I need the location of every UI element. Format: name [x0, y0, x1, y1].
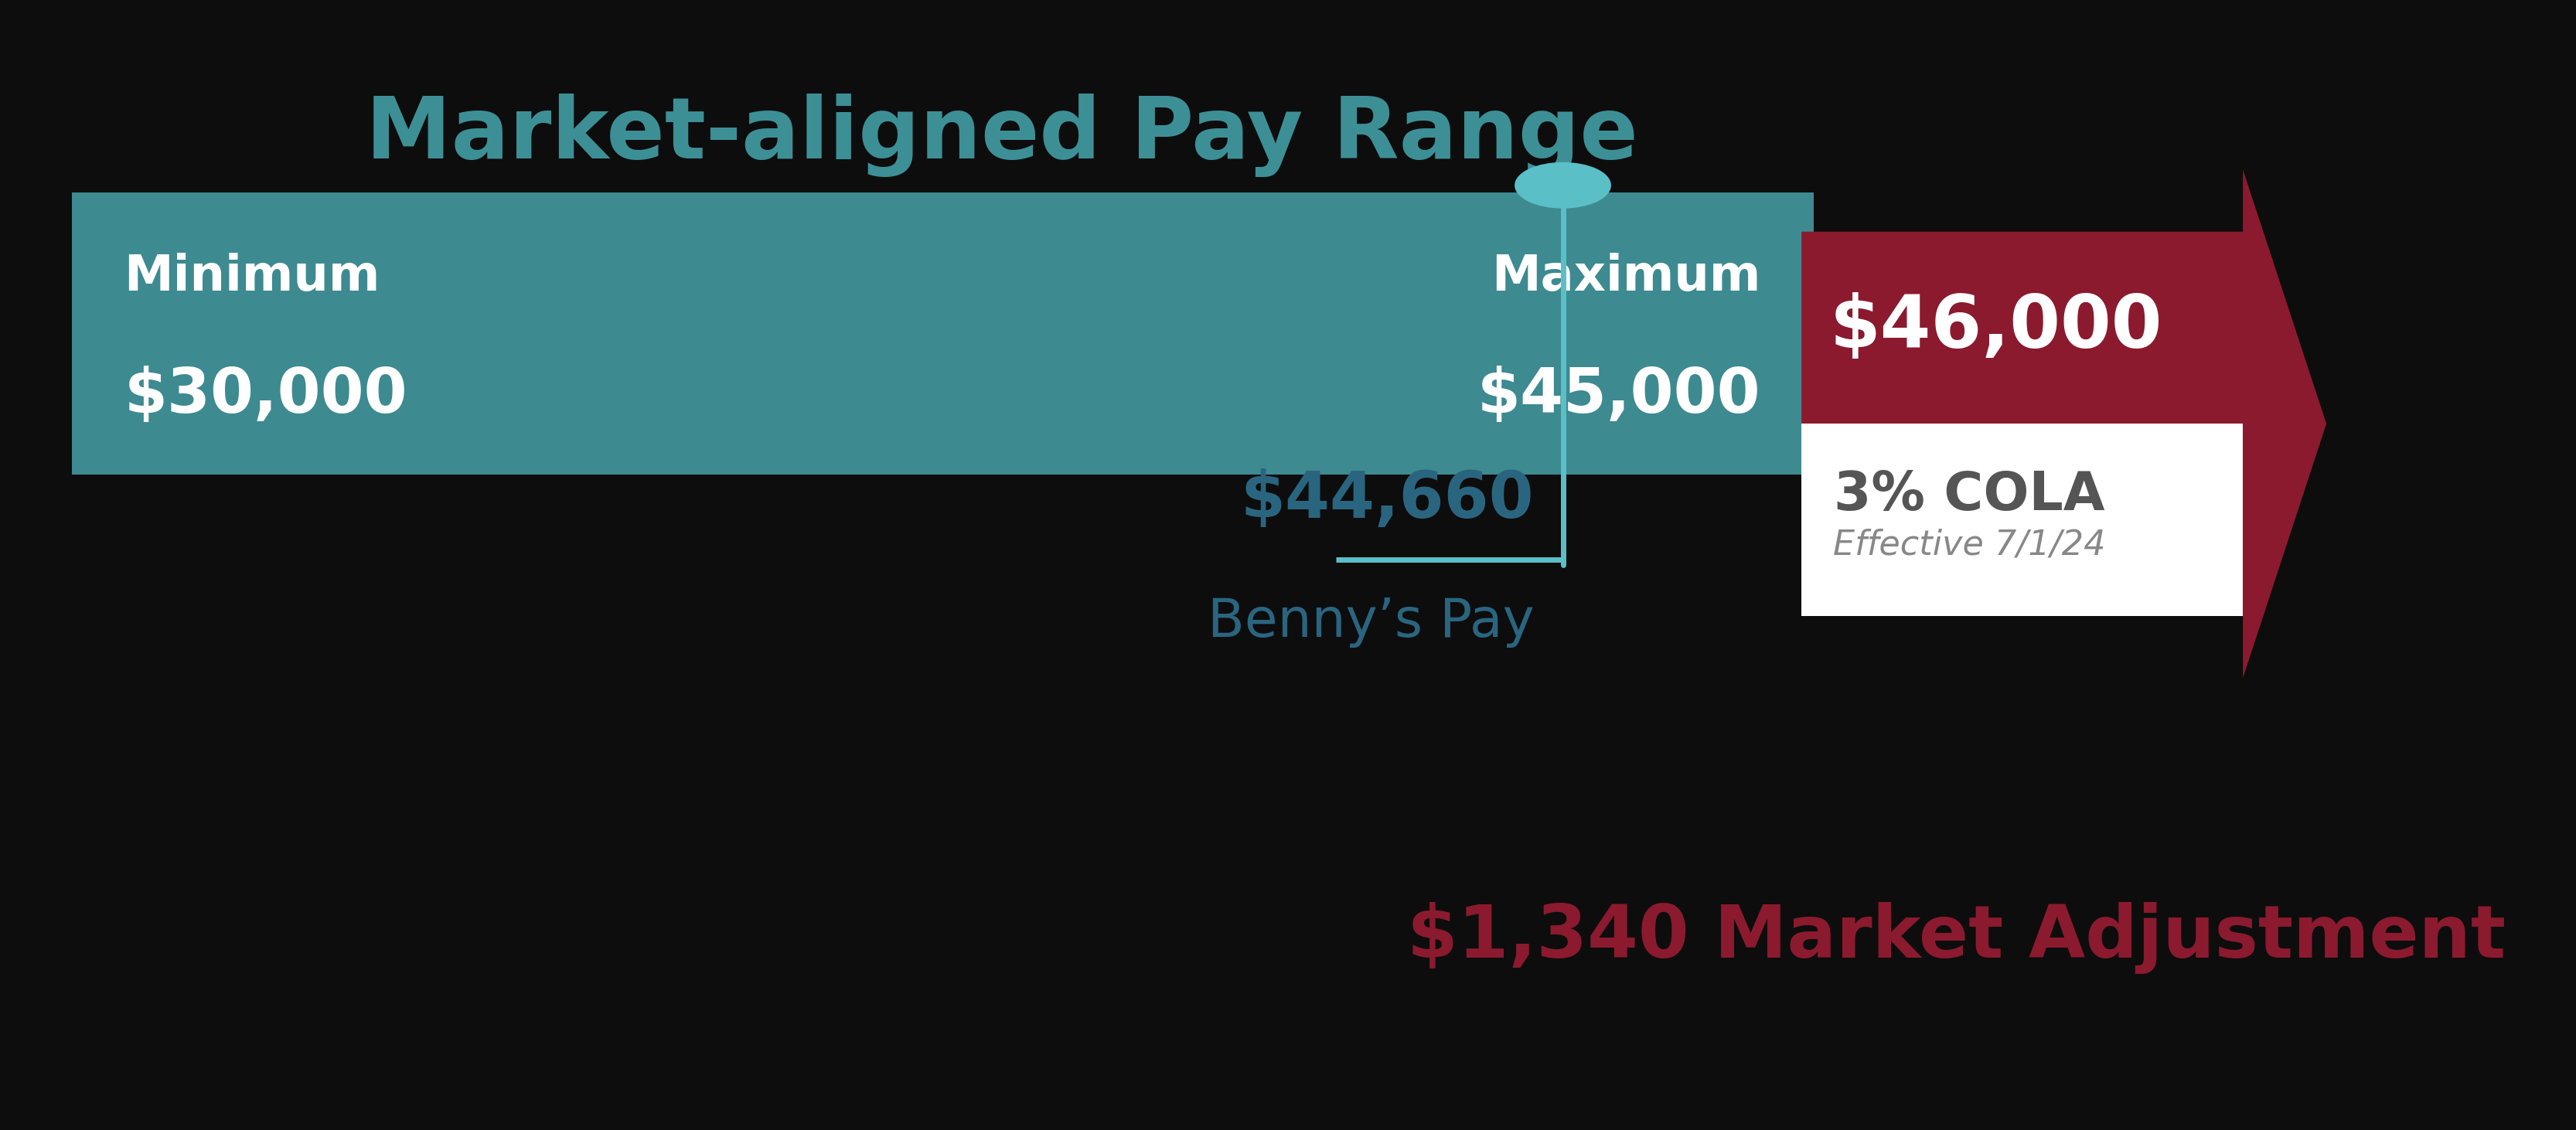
Text: Market-aligned Pay Range: Market-aligned Pay Range [366, 94, 1638, 177]
Text: Minimum: Minimum [124, 253, 381, 301]
Circle shape [1515, 163, 1610, 208]
Polygon shape [1801, 424, 2244, 616]
FancyBboxPatch shape [72, 192, 1814, 475]
Text: Benny’s Pay: Benny’s Pay [1208, 596, 1535, 647]
Text: 3% COLA: 3% COLA [1834, 469, 2105, 521]
Text: $30,000: $30,000 [124, 365, 407, 426]
Text: $44,660: $44,660 [1242, 468, 1535, 531]
Text: Effective 7/1/24: Effective 7/1/24 [1834, 528, 2105, 562]
Text: $45,000: $45,000 [1479, 365, 1762, 426]
Text: $1,340 Market Adjustment: $1,340 Market Adjustment [1406, 902, 2506, 974]
Text: Maximum: Maximum [1492, 253, 1762, 301]
Text: $46,000: $46,000 [1829, 293, 2161, 363]
Polygon shape [1801, 169, 2326, 678]
